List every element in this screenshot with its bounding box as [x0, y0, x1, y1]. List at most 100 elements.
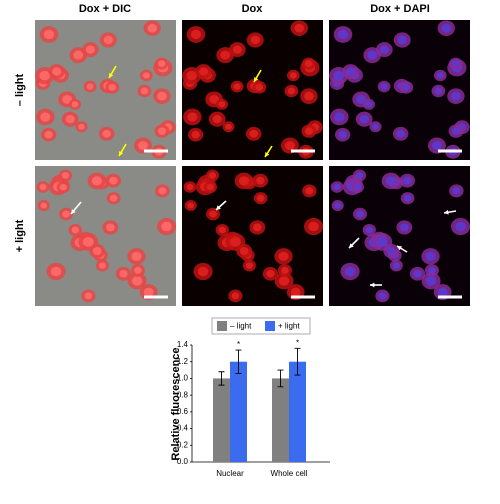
nucleus	[287, 87, 296, 95]
nucleus	[365, 101, 373, 108]
nucleus	[186, 183, 194, 191]
nucleus	[278, 276, 290, 286]
nucleus	[92, 247, 102, 255]
nucleus	[105, 223, 115, 232]
nucleus	[187, 112, 198, 122]
nucleus	[109, 194, 118, 202]
nucleus	[378, 292, 387, 300]
legend-label: + light	[278, 322, 300, 331]
nucleus	[436, 72, 444, 79]
nucleus	[147, 23, 158, 33]
nucleus	[98, 262, 106, 269]
nucleus	[108, 83, 117, 91]
nucleus	[85, 45, 95, 54]
nucleus	[40, 202, 48, 209]
nucleus	[441, 23, 452, 33]
nucleus	[437, 287, 448, 297]
bar	[272, 378, 289, 462]
nucleus	[256, 194, 265, 202]
y-tick-label: 1.0	[177, 374, 189, 383]
nucleus	[372, 123, 379, 130]
nucleus	[61, 172, 70, 179]
nucleus	[376, 236, 388, 247]
nucleus	[249, 129, 258, 138]
nucleus	[157, 91, 167, 101]
y-tick-label: 0.2	[177, 440, 189, 449]
nucleus	[238, 176, 249, 186]
nucleus	[225, 123, 232, 130]
nucleus	[161, 221, 172, 232]
nucleus	[397, 35, 407, 45]
nucleus	[344, 266, 356, 277]
nucleus	[233, 83, 241, 90]
nucleus	[62, 210, 70, 218]
nucleus	[131, 251, 142, 261]
nucleus	[451, 127, 461, 135]
nucleus	[191, 130, 200, 139]
y-tick-label: 0.0	[177, 457, 189, 466]
nucleus	[138, 141, 148, 151]
nucleus	[334, 202, 342, 209]
nucleus	[44, 130, 53, 139]
nucleus	[186, 70, 197, 81]
nucleus	[256, 176, 265, 185]
error-bar	[218, 371, 225, 386]
nucleus	[218, 101, 226, 108]
nucleus	[334, 112, 345, 122]
nucleus	[402, 83, 411, 91]
nucleus	[434, 87, 443, 95]
nucleus	[403, 176, 412, 185]
arrow-head	[265, 152, 270, 157]
nucleus	[356, 210, 364, 218]
nucleus	[250, 35, 260, 45]
y-tick-label: 1.2	[177, 357, 189, 366]
nucleus	[308, 221, 319, 232]
column-title: Dox	[242, 3, 264, 15]
nucleus	[266, 269, 275, 278]
nucleus	[290, 287, 301, 297]
nucleus	[452, 187, 461, 195]
nucleus	[304, 127, 314, 135]
nucleus	[252, 223, 262, 232]
nucleus	[451, 60, 460, 67]
nucleus	[50, 266, 62, 277]
nucleus	[199, 67, 209, 76]
nucleus	[82, 236, 94, 247]
nucleus	[109, 176, 118, 185]
nucleus	[102, 129, 111, 138]
nucleus	[432, 141, 442, 151]
nucleus	[131, 276, 143, 286]
nucleus	[359, 114, 369, 124]
arrow-head	[444, 209, 449, 215]
nucleus	[73, 50, 84, 60]
significance: *	[296, 338, 299, 347]
nucleus	[385, 176, 396, 186]
nucleus	[413, 269, 422, 278]
nucleus	[212, 114, 222, 124]
nucleus	[231, 292, 240, 300]
y-axis-title: Relative fluorescence	[170, 347, 182, 460]
arrow-head	[254, 77, 259, 82]
nucleus	[353, 183, 362, 191]
error-bar	[235, 349, 242, 374]
arrow-head	[397, 246, 402, 251]
nucleus	[103, 35, 113, 45]
bar	[213, 378, 230, 462]
bar	[230, 361, 247, 462]
nucleus	[392, 262, 400, 269]
nucleus	[338, 130, 347, 139]
nucleus	[399, 223, 409, 232]
nucleus	[197, 266, 209, 277]
error-bar	[294, 347, 301, 376]
nucleus	[428, 266, 436, 274]
nucleus	[39, 183, 47, 191]
column-title: Dox + DIC	[79, 3, 131, 15]
nucleus	[403, 194, 412, 202]
nucleus	[187, 202, 195, 209]
nucleus	[304, 91, 314, 101]
nucleus	[285, 141, 295, 151]
nucleus	[71, 101, 79, 108]
nucleus	[379, 45, 389, 54]
micrographs	[35, 20, 471, 306]
legend-label: – light	[230, 322, 252, 331]
